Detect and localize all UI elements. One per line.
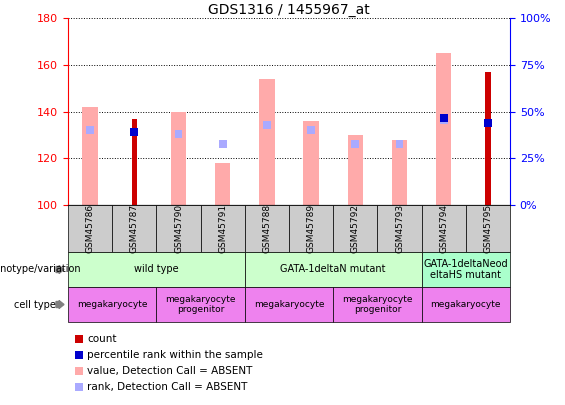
Bar (175, 130, 182, 139)
Text: GSM45791: GSM45791 (218, 204, 227, 253)
Bar (351, 140, 359, 148)
Bar (392, 140, 407, 205)
Text: megakaryocyte
progenitor: megakaryocyte progenitor (342, 295, 412, 314)
Text: GATA-1deltaN mutant: GATA-1deltaN mutant (280, 264, 386, 275)
Text: GSM45787: GSM45787 (130, 204, 139, 253)
Bar (82, 107, 98, 205)
Bar (396, 140, 403, 148)
Text: GSM45794: GSM45794 (439, 204, 448, 253)
Bar (303, 121, 319, 205)
Text: cell type: cell type (14, 300, 56, 309)
Text: wild type: wild type (134, 264, 179, 275)
Text: megakaryocyte
progenitor: megakaryocyte progenitor (166, 295, 236, 314)
Text: genotype/variation: genotype/variation (0, 264, 81, 275)
Text: GSM45793: GSM45793 (395, 204, 404, 253)
Text: rank, Detection Call = ABSENT: rank, Detection Call = ABSENT (87, 382, 247, 392)
Text: GSM45789: GSM45789 (307, 204, 316, 253)
Bar (215, 163, 231, 205)
Bar (86, 126, 94, 134)
Title: GDS1316 / 1455967_at: GDS1316 / 1455967_at (208, 3, 370, 17)
Bar (131, 128, 138, 136)
Bar (440, 114, 447, 122)
Text: GSM45790: GSM45790 (174, 204, 183, 253)
Bar (436, 53, 451, 205)
Bar (484, 119, 492, 127)
Bar (259, 79, 275, 205)
Text: GSM45792: GSM45792 (351, 204, 360, 253)
Bar (347, 135, 363, 205)
Text: percentile rank within the sample: percentile rank within the sample (87, 350, 263, 360)
Text: value, Detection Call = ABSENT: value, Detection Call = ABSENT (87, 366, 253, 376)
Text: GATA-1deltaNeod
eltaHS mutant: GATA-1deltaNeod eltaHS mutant (424, 259, 508, 280)
Text: megakaryocyte: megakaryocyte (77, 300, 147, 309)
Text: megakaryocyte: megakaryocyte (431, 300, 501, 309)
Text: GSM45788: GSM45788 (262, 204, 271, 253)
Text: megakaryocyte: megakaryocyte (254, 300, 324, 309)
Bar (307, 126, 315, 134)
Bar (485, 72, 490, 205)
Bar (440, 116, 447, 124)
Bar (263, 121, 271, 129)
Bar (219, 140, 227, 148)
Text: count: count (87, 334, 116, 344)
Bar (171, 111, 186, 205)
Text: GSM45786: GSM45786 (86, 204, 94, 253)
Bar (132, 119, 137, 205)
Text: GSM45795: GSM45795 (484, 204, 493, 253)
